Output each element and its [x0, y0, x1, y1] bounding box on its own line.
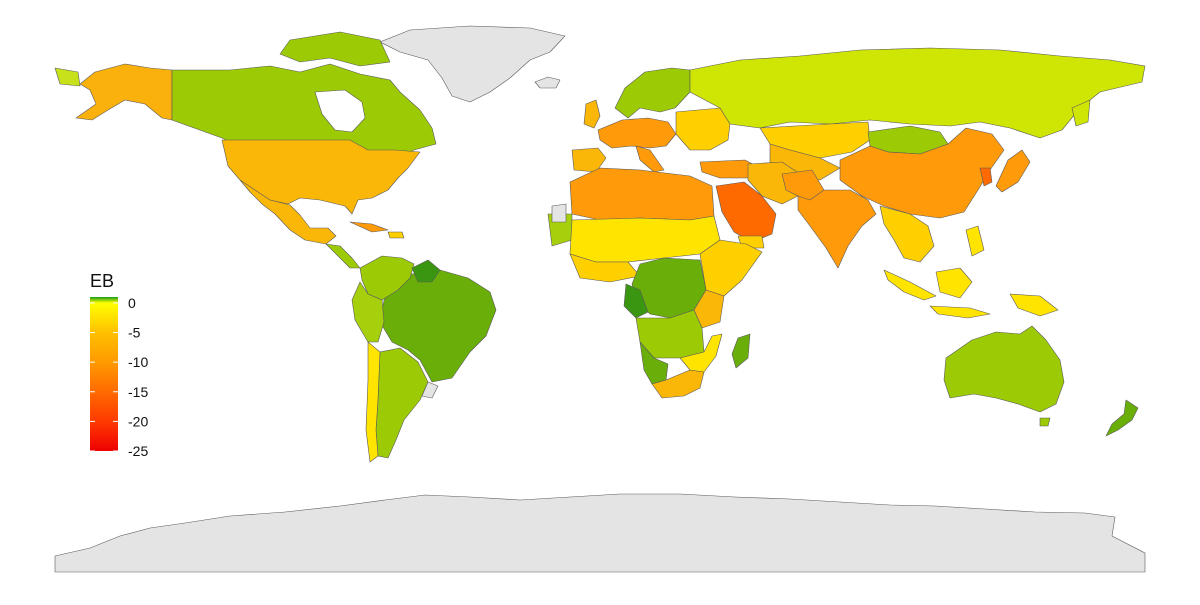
legend-tick-label: -5 [128, 325, 141, 341]
region-iberia [571, 147, 607, 173]
region-philippines [965, 225, 985, 257]
region-uruguay-nodata [421, 381, 439, 399]
legend-title: EB [90, 271, 114, 291]
region-canada-arctic [279, 31, 391, 67]
region-arabian-peninsula [715, 181, 777, 243]
region-new-guinea [1009, 293, 1059, 317]
region-colombia-venezuela [359, 255, 415, 301]
region-japan [995, 149, 1031, 193]
region-suriname [411, 259, 441, 283]
legend: EB 0 -5 -10 -15 -20 -25 [90, 271, 148, 459]
legend-tick-label: -15 [128, 384, 148, 400]
region-mexico [239, 179, 337, 245]
region-south-africa [651, 369, 705, 399]
region-alaska [75, 63, 173, 121]
region-horn-of-africa [699, 239, 763, 297]
region-argentina [375, 347, 429, 459]
region-new-zealand [1105, 399, 1139, 437]
region-sahel [569, 215, 721, 263]
region-peru-ecuador [351, 281, 385, 343]
hudson-bay [314, 89, 366, 133]
region-indonesia-west [883, 269, 937, 301]
region-russia [689, 47, 1146, 139]
region-east-africa [693, 289, 725, 329]
region-usa [221, 139, 421, 215]
region-western-sahara-nodata [551, 203, 567, 223]
legend-tick-label: -20 [128, 413, 148, 429]
region-iran [747, 161, 801, 205]
legend-color-bar [90, 297, 118, 451]
region-western-europe [597, 117, 677, 149]
region-antarctica [54, 493, 1146, 573]
region-eastern-europe [675, 107, 731, 151]
region-australia [943, 325, 1065, 413]
region-uk [583, 99, 601, 129]
region-central-america [325, 243, 361, 269]
legend-tick-label: 0 [128, 295, 136, 311]
region-india [797, 189, 877, 269]
legend-ticks: 0 -5 -10 -15 -20 -25 [90, 295, 148, 459]
region-mozambique-zimbabwe [679, 333, 723, 373]
region-korea [979, 167, 993, 187]
region-indochina [879, 205, 935, 263]
region-greenland [379, 25, 566, 103]
region-tasmania [1039, 417, 1051, 427]
region-iceland [534, 76, 561, 89]
region-kamchatka [1071, 99, 1091, 127]
region-madagascar [731, 333, 751, 369]
region-chile [365, 341, 381, 463]
legend-tick-label: -25 [128, 443, 148, 459]
region-borneo [935, 267, 973, 299]
region-pakistan-afghanistan [781, 169, 825, 201]
region-cuba [349, 221, 389, 233]
region-gabon-congo [623, 283, 649, 319]
region-italy [635, 145, 665, 173]
region-hispaniola [387, 231, 405, 239]
region-north-africa [569, 167, 715, 221]
region-chukotka [54, 67, 81, 87]
region-scandinavia [614, 67, 691, 119]
legend-tick-label: -10 [128, 354, 148, 370]
region-indonesia-east [929, 305, 991, 319]
